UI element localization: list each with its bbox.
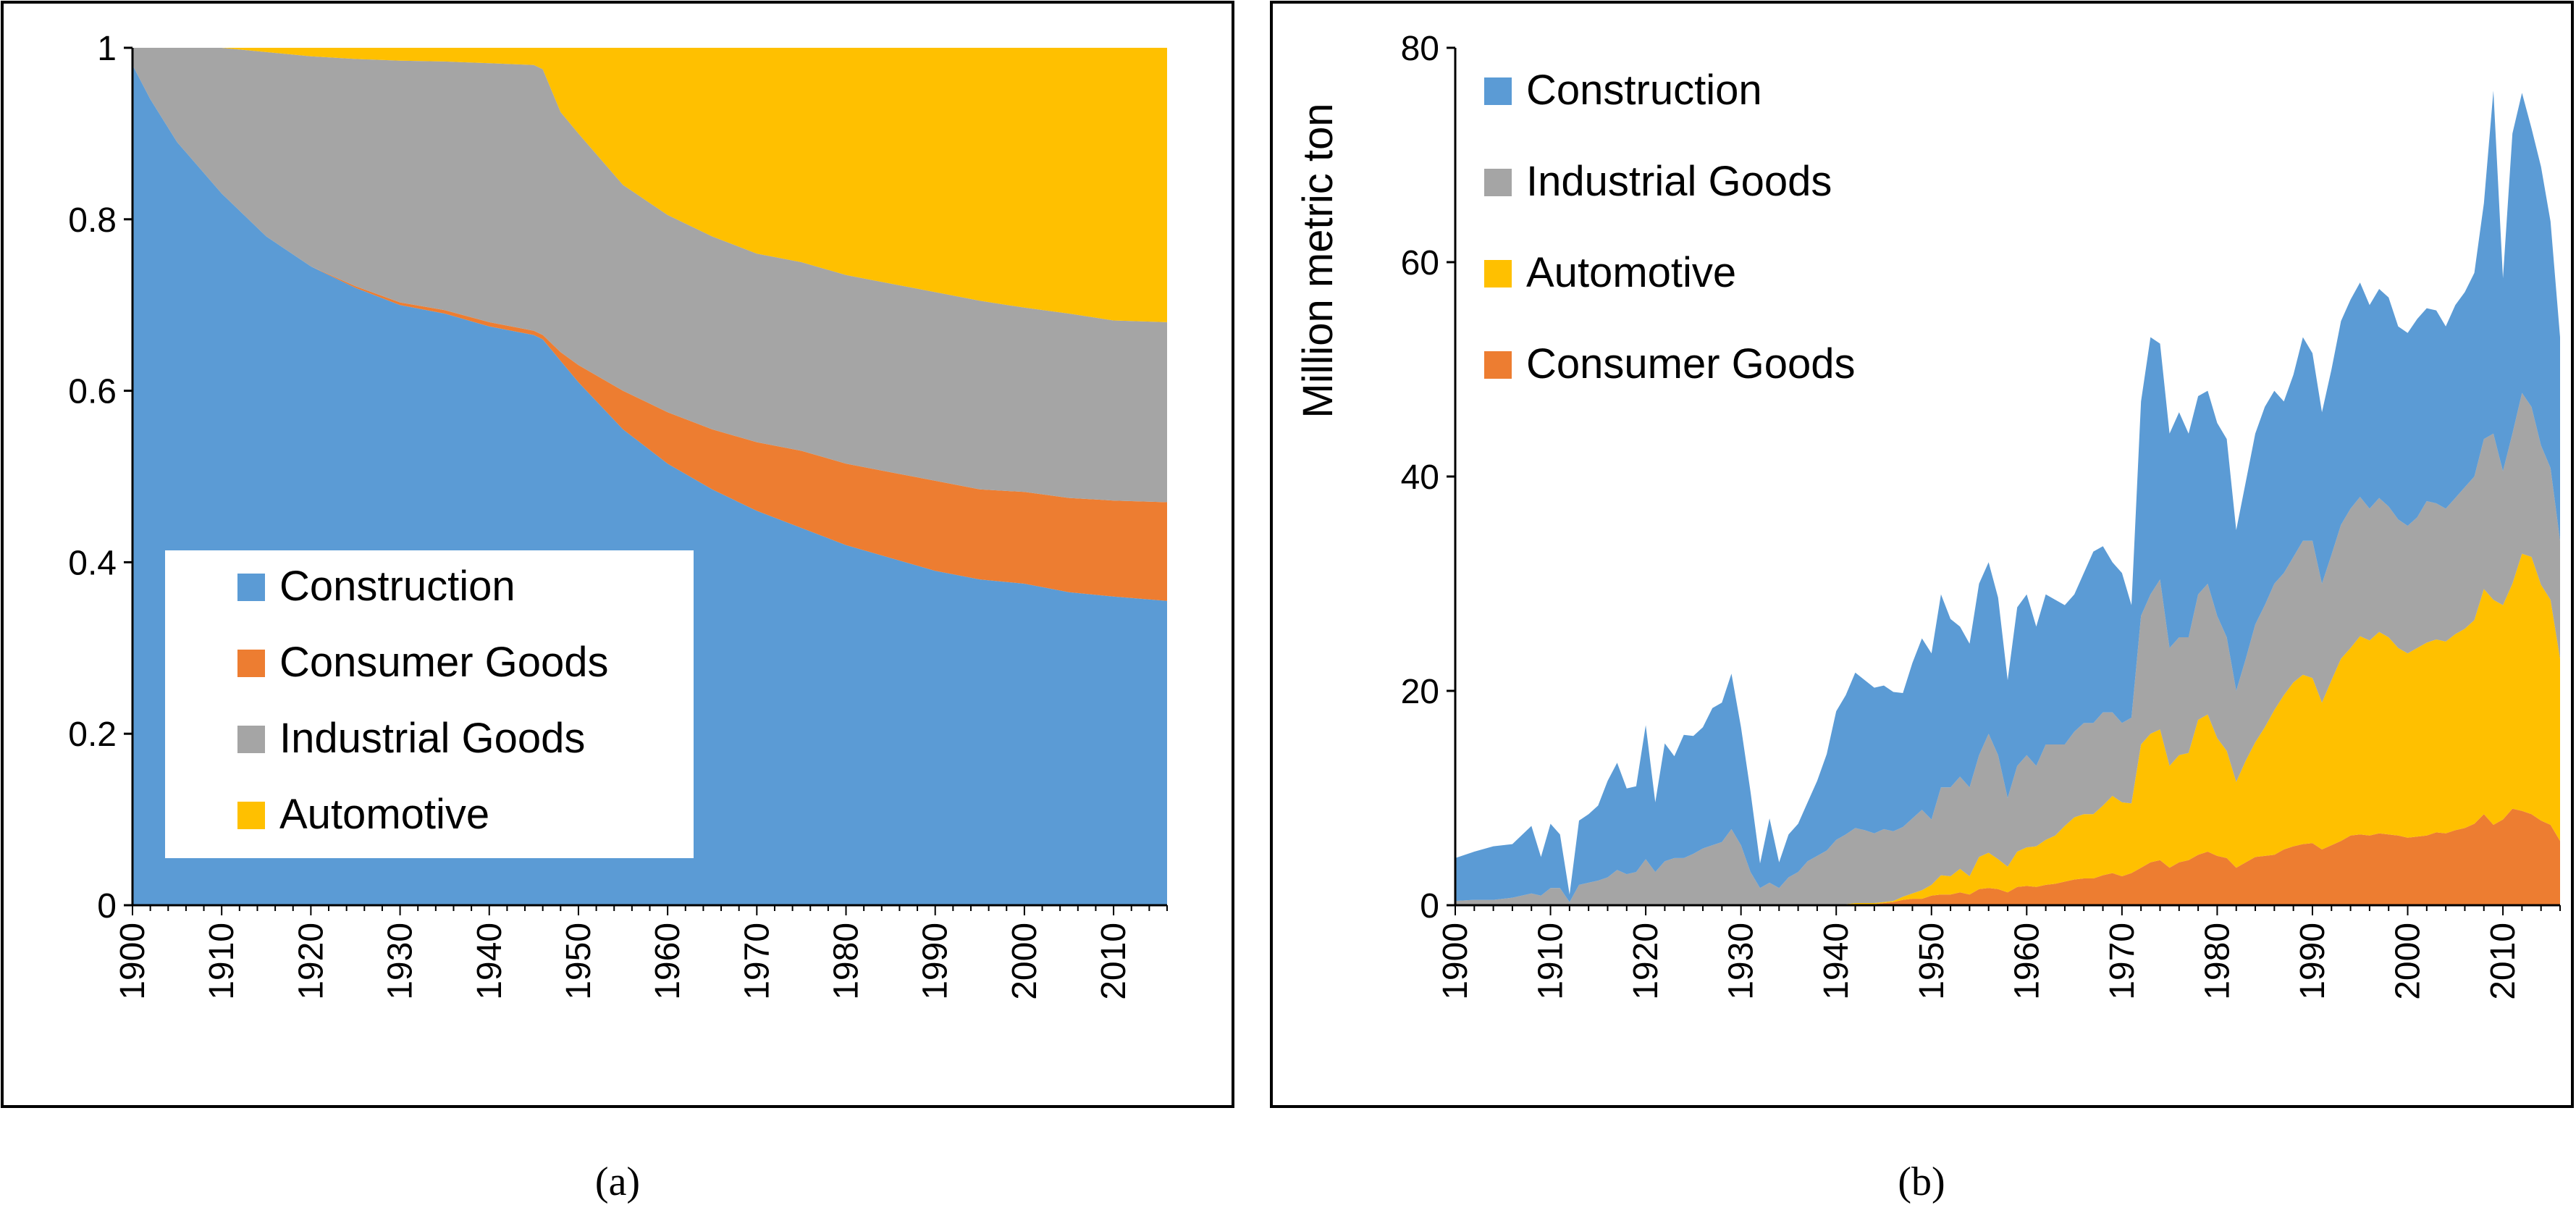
x-tick-label: 1900 bbox=[1436, 923, 1475, 1000]
legend-label-consumer-goods: Consumer Goods bbox=[1526, 340, 1856, 387]
x-tick-label: 2010 bbox=[2484, 923, 2522, 1000]
area-automotive bbox=[132, 48, 1167, 322]
legend-label-construction: Construction bbox=[1526, 67, 1762, 114]
x-tick-label: 1970 bbox=[738, 923, 776, 1000]
y-tick-label: 0.4 bbox=[68, 544, 117, 582]
y-tick-label: 0 bbox=[97, 887, 117, 926]
area-industrial-goods bbox=[1455, 393, 2560, 904]
x-tick-label: 1930 bbox=[382, 923, 420, 1000]
x-tick-label: 1980 bbox=[828, 923, 866, 1000]
legend-swatch-consumer-goods bbox=[237, 650, 265, 677]
legend-label-construction: Construction bbox=[279, 563, 515, 610]
x-tick-label: 1910 bbox=[1532, 923, 1570, 1000]
y-tick-label: 40 bbox=[1401, 458, 1439, 497]
x-tick-label: 1960 bbox=[649, 923, 687, 1000]
area-construction bbox=[1455, 91, 2560, 902]
x-tick-label: 1940 bbox=[471, 923, 509, 1000]
x-tick-label: 1960 bbox=[2008, 923, 2046, 1000]
legend-swatch-construction bbox=[1484, 77, 1512, 105]
panel-a-chart: 0 0.2 0.4 0.6 0.8 1 1900 1910 1920 1930 1940 1950 19… bbox=[68, 30, 1168, 1000]
area-industrial-goods bbox=[132, 48, 1167, 503]
legend-label-consumer-goods: Consumer Goods bbox=[279, 639, 609, 686]
legend-swatch-industrial-goods bbox=[237, 726, 265, 753]
legend-swatch-consumer-goods bbox=[1484, 351, 1512, 379]
legend-label-industrial-goods: Industrial Goods bbox=[279, 715, 585, 762]
area-automotive bbox=[1455, 553, 2560, 904]
x-tick-label: 1950 bbox=[1913, 923, 1951, 1000]
legend-swatch-industrial-goods bbox=[1484, 169, 1512, 196]
caption-b: (b) bbox=[1898, 1159, 1945, 1204]
x-tick-label: 1920 bbox=[292, 923, 330, 1000]
legend-label-automotive: Automotive bbox=[279, 791, 489, 838]
legend-swatch-automotive bbox=[1484, 260, 1512, 287]
x-tick-label: 1990 bbox=[2294, 923, 2332, 1000]
x-tick-label: 2010 bbox=[1095, 923, 1133, 1000]
y-axis-label: Million metric ton bbox=[1295, 103, 1342, 418]
legend-swatch-automotive bbox=[237, 802, 265, 829]
caption-a: (a) bbox=[595, 1159, 640, 1204]
area-consumer-goods bbox=[132, 64, 1167, 601]
y-tick-label: 60 bbox=[1401, 244, 1439, 282]
y-tick-label: 0 bbox=[1420, 887, 1439, 926]
y-tick-label: 80 bbox=[1401, 30, 1439, 68]
y-tick-label: 0.2 bbox=[68, 715, 117, 754]
x-tick-label: 1990 bbox=[917, 923, 955, 1000]
x-tick-label: 1930 bbox=[1722, 923, 1761, 1000]
x-tick-label: 1970 bbox=[2103, 923, 2142, 1000]
legend-label-industrial-goods: Industrial Goods bbox=[1526, 158, 1832, 205]
y-tick-label: 1 bbox=[97, 30, 117, 68]
legend-label-automotive: Automotive bbox=[1526, 249, 1736, 296]
y-tick-label: 20 bbox=[1401, 673, 1439, 711]
legend-swatch-construction bbox=[237, 574, 265, 601]
x-tick-label: 2000 bbox=[1006, 923, 1044, 1000]
x-tick-label: 1940 bbox=[1817, 923, 1856, 1000]
x-tick-label: 1900 bbox=[114, 923, 152, 1000]
y-tick-label: 0.6 bbox=[68, 373, 117, 411]
y-tick-label: 0.8 bbox=[68, 201, 117, 240]
x-tick-label: 1910 bbox=[203, 923, 241, 1000]
x-tick-label: 1950 bbox=[560, 923, 598, 1000]
x-tick-label: 1920 bbox=[1627, 923, 1665, 1000]
panel-b-chart: 0 20 40 60 80 1900 1910 1920 1930 1940 1950 1960 197… bbox=[1295, 30, 2561, 1000]
x-tick-label: 2000 bbox=[2389, 923, 2428, 1000]
x-tick-label: 1980 bbox=[2198, 923, 2236, 1000]
area-consumer-goods bbox=[1455, 808, 2560, 905]
